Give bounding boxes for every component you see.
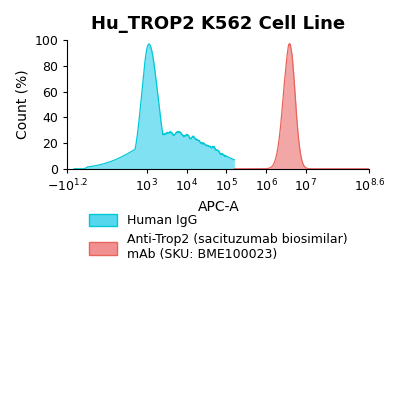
Legend: Human IgG, Anti-Trop2 (sacituzumab biosimilar)
mAb (SKU: BME100023): Human IgG, Anti-Trop2 (sacituzumab biosi… [84,208,352,266]
Title: Hu_TROP2 K562 Cell Line: Hu_TROP2 K562 Cell Line [91,15,346,33]
X-axis label: APC-A: APC-A [198,200,239,214]
Y-axis label: Count (%): Count (%) [15,70,29,139]
